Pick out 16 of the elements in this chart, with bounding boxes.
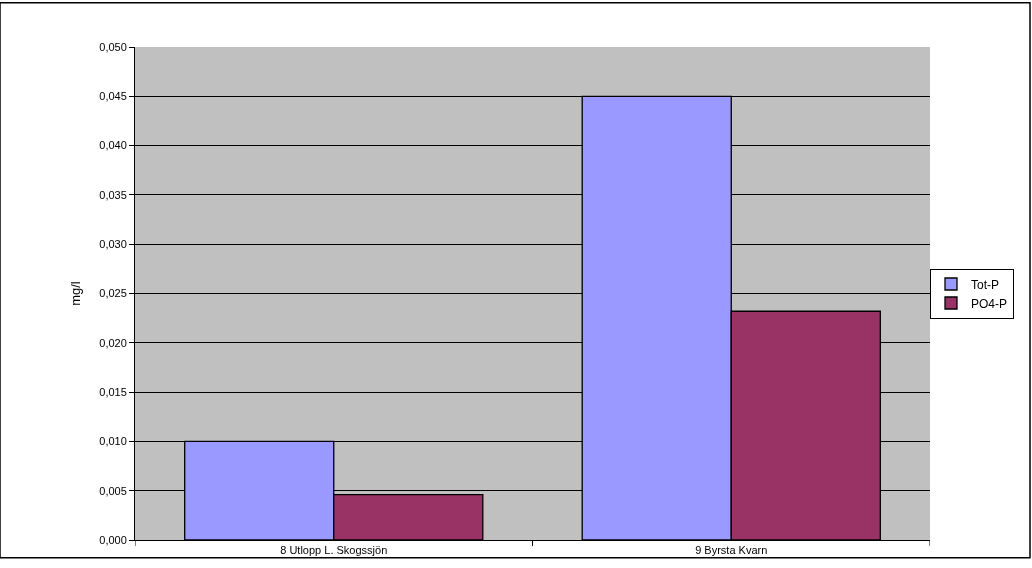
y-tick-label: 0,010 [99, 435, 127, 448]
y-tick-label: 0,020 [99, 336, 127, 349]
y-tick-label: 0,050 [99, 40, 127, 53]
y-axis-title: mg/l [68, 281, 84, 306]
x-tick-label: 8 Utlopp L. Skogssjön [280, 544, 388, 557]
y-tick-label: 0,040 [99, 139, 127, 152]
legend-label: Tot-P [971, 277, 1000, 292]
y-tick-label: 0,025 [99, 287, 127, 300]
y-tick-label: 0,015 [99, 385, 127, 398]
y-tick-label: 0,030 [99, 238, 127, 251]
y-tick-label: 0,005 [99, 484, 127, 497]
y-tick-label: 0,000 [99, 533, 127, 546]
y-tick-label: 0,035 [99, 188, 127, 201]
y-tick-label: 0,045 [99, 90, 127, 103]
legend-label: PO4-P [971, 296, 1008, 311]
x-tick-label: 9 Byrsta Kvarn [695, 544, 768, 557]
